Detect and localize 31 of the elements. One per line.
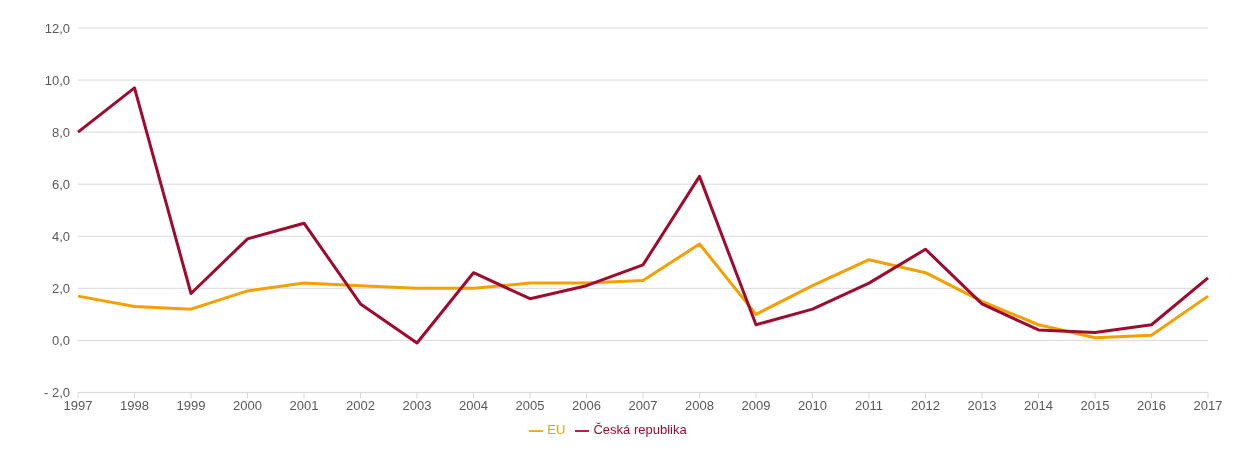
x-tick-label: 2014 [1024, 397, 1053, 413]
x-tick-label: 2006 [572, 397, 601, 413]
x-tick-label: 2009 [741, 397, 771, 413]
x-tick-label: 2017 [1193, 397, 1223, 413]
y-tick-label: 2,0 [51, 280, 70, 296]
x-tick-label: 2008 [685, 397, 714, 413]
y-tick-label: 0,0 [51, 332, 70, 348]
x-tick-label: 2000 [233, 397, 262, 413]
legend-label: EU [547, 422, 566, 438]
x-tick-label: 2010 [798, 397, 827, 413]
x-tick-label: 2004 [459, 397, 488, 413]
legend-label: Česká republika [593, 422, 687, 438]
x-tick-label: 2013 [967, 397, 997, 413]
x-tick-label: 2015 [1080, 397, 1110, 413]
x-tick-label: 2003 [402, 397, 432, 413]
y-tick-label: 8,0 [51, 124, 70, 140]
y-tick-label: 4,0 [51, 228, 70, 244]
x-tick-label: 2007 [628, 397, 658, 413]
y-tick-label: 6,0 [51, 176, 70, 192]
y-tick-label: 12,0 [44, 20, 70, 36]
x-tick-label: 2001 [289, 397, 319, 413]
x-tick-label: 2016 [1137, 397, 1166, 413]
x-tick-label: 1999 [176, 397, 206, 413]
x-tick-label: 2011 [855, 397, 883, 413]
y-tick-label: 10,0 [44, 72, 70, 88]
x-tick-label: 2002 [346, 397, 375, 413]
x-tick-label: 2012 [911, 397, 940, 413]
line-series [76, 86, 1210, 345]
line-series [76, 242, 1210, 340]
x-tick-label: 1998 [120, 397, 149, 413]
x-tick-label: 2005 [515, 397, 545, 413]
